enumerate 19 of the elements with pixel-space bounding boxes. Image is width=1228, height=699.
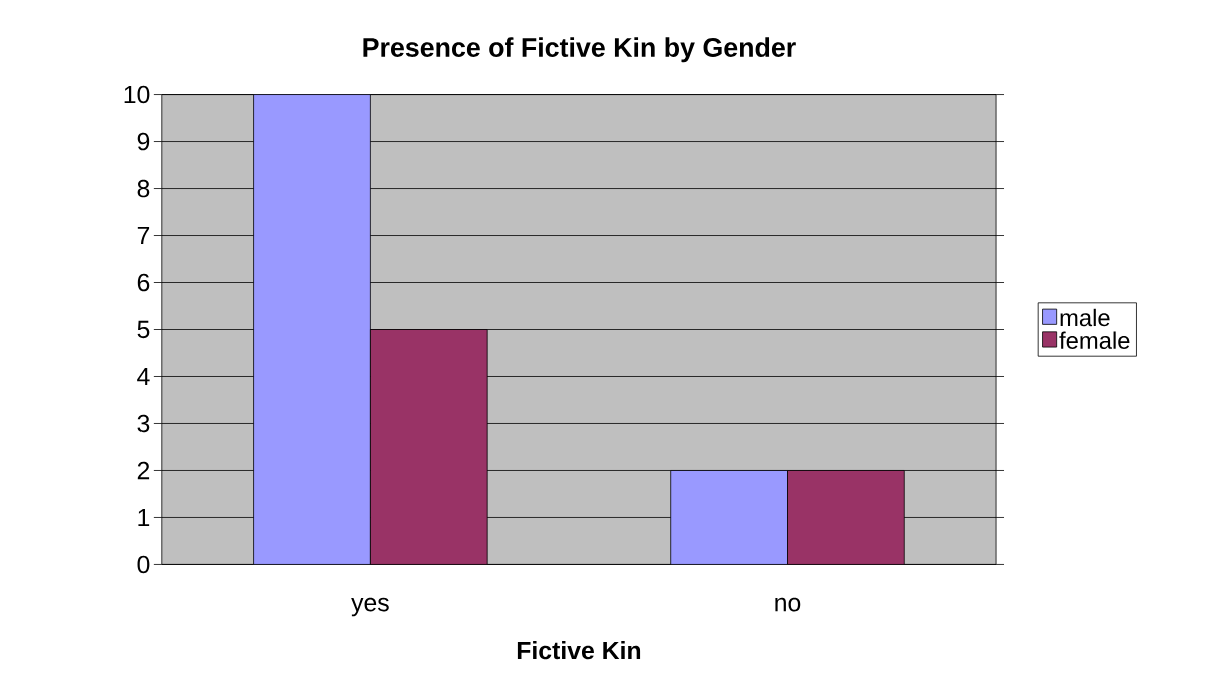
y-tick-label: 2	[137, 461, 150, 480]
y-tick-label: 6	[137, 273, 150, 292]
y-tick-label: 4	[137, 368, 150, 386]
x-tick-label: no	[775, 597, 801, 612]
legend-label: female	[1059, 331, 1130, 350]
y-tick-label: 1	[138, 509, 150, 527]
legend-label: male	[1060, 308, 1110, 327]
x-axis-title: Fictive Kin	[517, 641, 641, 660]
y-tick-label: 9	[137, 132, 150, 151]
bar	[369, 329, 488, 565]
y-tick-label: 3	[137, 414, 150, 433]
y-tick-label: 10	[124, 85, 150, 104]
y-tick-label: 5	[137, 320, 150, 339]
y-tick-label: 0	[137, 555, 150, 574]
chart-title: Presence of Fictive Kin by Gender	[363, 37, 796, 63]
y-tick-label: 7	[137, 227, 150, 245]
y-tick-label: 8	[137, 179, 150, 198]
bar	[787, 470, 905, 565]
x-tick-label: yes	[351, 597, 389, 617]
